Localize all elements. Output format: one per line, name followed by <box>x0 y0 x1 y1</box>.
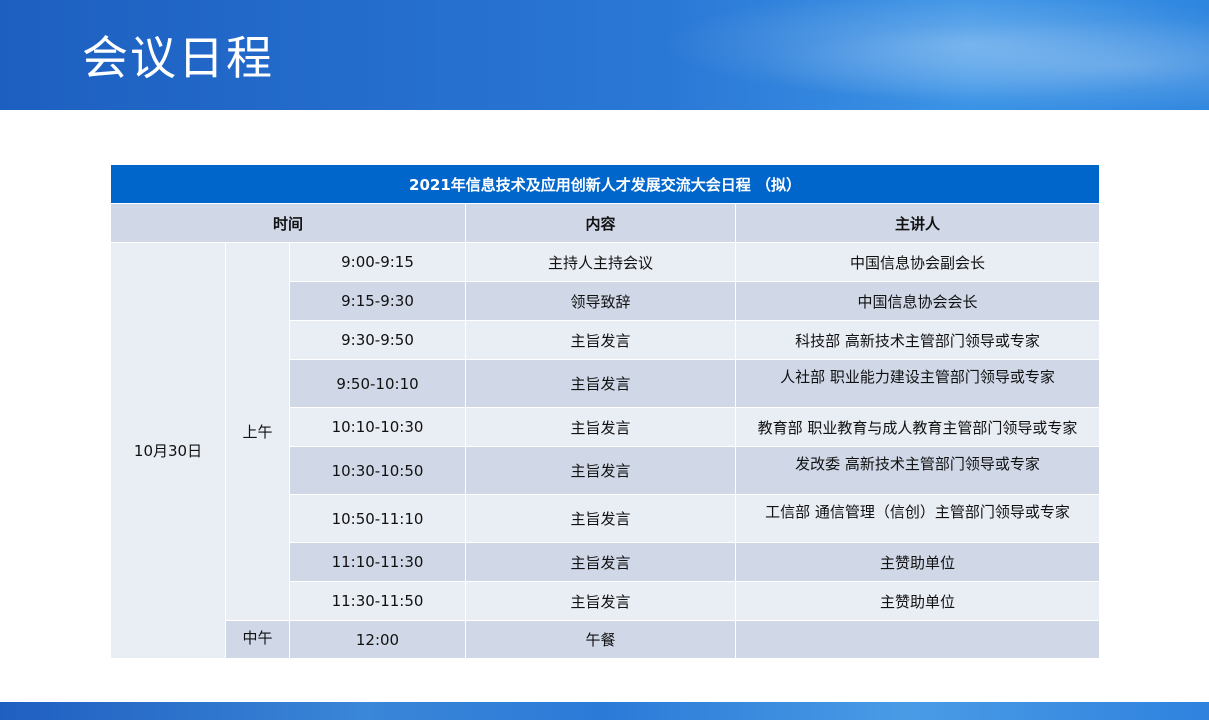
content-cell: 主旨发言 <box>465 407 736 447</box>
content-cell: 主旨发言 <box>465 359 736 408</box>
table-row: 10:30-10:50 主旨发言 发改委 高新技术主管部门领导或专家 <box>111 446 1101 495</box>
time-cell: 9:30-9:50 <box>289 320 466 360</box>
speaker-cell <box>734 620 1101 659</box>
table-row: 10月30日 上午 9:00-9:15 主持人主持会议 中国信息协会副会长 <box>110 242 1101 659</box>
table-row: 10:50-11:10 主旨发言 工信部 通信管理（信创）主管部门领导或专家 <box>111 494 1101 543</box>
content-cell: 主旨发言 <box>465 494 736 543</box>
speaker-cell: 中国信息协会副会长 <box>734 242 1101 282</box>
morning-cell: 上午 <box>225 242 290 621</box>
header-content: 内容 <box>465 203 736 243</box>
date-cell: 10月30日 <box>110 242 226 659</box>
time-cell: 9:50-10:10 <box>289 359 466 408</box>
header-speaker: 主讲人 <box>734 203 1101 243</box>
table-row: 9:15-9:30 领导致辞 中国信息协会会长 <box>111 281 1101 321</box>
schedule-table: 2021年信息技术及应用创新人才发展交流大会日程 （拟） 时间 内容 主讲人 1… <box>109 164 1101 659</box>
content-cell: 主旨发言 <box>465 581 736 621</box>
header-time: 时间 <box>110 203 466 243</box>
table-caption: 2021年信息技术及应用创新人才发展交流大会日程 （拟） <box>109 164 1101 204</box>
speaker-cell: 教育部 职业教育与成人教育主管部门领导或专家 <box>734 407 1101 447</box>
speaker-cell: 人社部 职业能力建设主管部门领导或专家 <box>734 359 1101 408</box>
table-row: 10:10-10:30 主旨发言 教育部 职业教育与成人教育主管部门领导或专家 <box>111 407 1101 447</box>
time-cell: 9:00-9:15 <box>289 242 466 282</box>
speaker-cell: 工信部 通信管理（信创）主管部门领导或专家 <box>734 494 1101 543</box>
noon-cell: 中午 <box>225 620 290 659</box>
time-cell: 12:00 <box>289 620 466 659</box>
table-row: 11:10-11:30 主旨发言 主赞助单位 <box>111 542 1101 582</box>
content-cell: 午餐 <box>465 620 736 659</box>
content-cell: 主旨发言 <box>465 446 736 495</box>
speaker-cell: 发改委 高新技术主管部门领导或专家 <box>734 446 1101 495</box>
speaker-cell: 主赞助单位 <box>734 581 1101 621</box>
time-cell: 11:10-11:30 <box>289 542 466 582</box>
time-cell: 10:50-11:10 <box>289 494 466 543</box>
content-cell: 主旨发言 <box>465 320 736 360</box>
content-cell: 主持人主持会议 <box>465 242 736 282</box>
table-row: 11:30-11:50 主旨发言 主赞助单位 <box>111 581 1101 621</box>
content-cell: 主旨发言 <box>465 542 736 582</box>
content-cell: 领导致辞 <box>465 281 736 321</box>
world-map-background <box>609 0 1209 110</box>
footer-banner <box>0 702 1209 720</box>
table-row: 9:50-10:10 主旨发言 人社部 职业能力建设主管部门领导或专家 <box>111 359 1101 408</box>
time-cell: 10:30-10:50 <box>289 446 466 495</box>
speaker-cell: 主赞助单位 <box>734 542 1101 582</box>
time-cell: 11:30-11:50 <box>289 581 466 621</box>
table-row: 9:30-9:50 主旨发言 科技部 高新技术主管部门领导或专家 <box>111 320 1101 360</box>
time-cell: 9:15-9:30 <box>289 281 466 321</box>
slide-title: 会议日程 <box>82 31 274 85</box>
table-row: 中午 12:00 午餐 <box>111 620 1101 659</box>
time-cell: 10:10-10:30 <box>289 407 466 447</box>
morning-label: 上午 <box>242 423 273 441</box>
title-banner: 会议日程 <box>0 0 1209 110</box>
speaker-cell: 中国信息协会会长 <box>734 281 1101 321</box>
speaker-cell: 科技部 高新技术主管部门领导或专家 <box>734 320 1101 360</box>
